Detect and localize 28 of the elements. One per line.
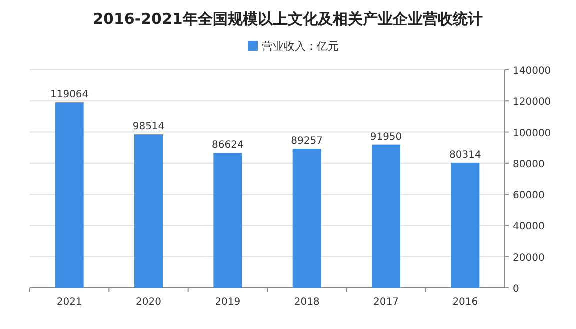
data-label: 86624 xyxy=(212,140,244,152)
bar xyxy=(214,153,242,288)
chart-title: 2016-2021年全国规模以上文化及相关产业企业营收统计 xyxy=(93,10,483,28)
y-tick-label: 40000 xyxy=(513,222,545,233)
data-label: 80314 xyxy=(450,150,482,161)
x-tick-label: 2019 xyxy=(215,297,241,308)
y-tick-label: 80000 xyxy=(513,159,545,170)
y-tick-label: 120000 xyxy=(513,97,552,108)
bar xyxy=(292,149,322,288)
x-tick-label: 2017 xyxy=(374,297,399,308)
x-tick-label: 2016 xyxy=(452,297,478,308)
bar xyxy=(451,162,480,288)
x-tick-label: 2021 xyxy=(56,297,82,308)
data-label: 119064 xyxy=(50,90,89,101)
bar xyxy=(55,102,84,288)
bar xyxy=(372,144,400,288)
y-tick-label: 20000 xyxy=(513,252,545,264)
y-tick-label: 60000 xyxy=(513,190,545,202)
x-tick-label: 2018 xyxy=(294,297,320,308)
y-tick-label: 140000 xyxy=(513,66,552,77)
data-label: 91950 xyxy=(370,132,402,143)
data-label: 98514 xyxy=(132,122,165,133)
y-tick-label: 0 xyxy=(513,284,520,295)
data-label: 89257 xyxy=(291,136,323,148)
y-tick-label: 100000 xyxy=(513,128,552,140)
legend-label: 营业收入：亿元 xyxy=(262,40,339,53)
bar xyxy=(134,134,163,288)
x-tick-label: 2020 xyxy=(136,297,162,308)
